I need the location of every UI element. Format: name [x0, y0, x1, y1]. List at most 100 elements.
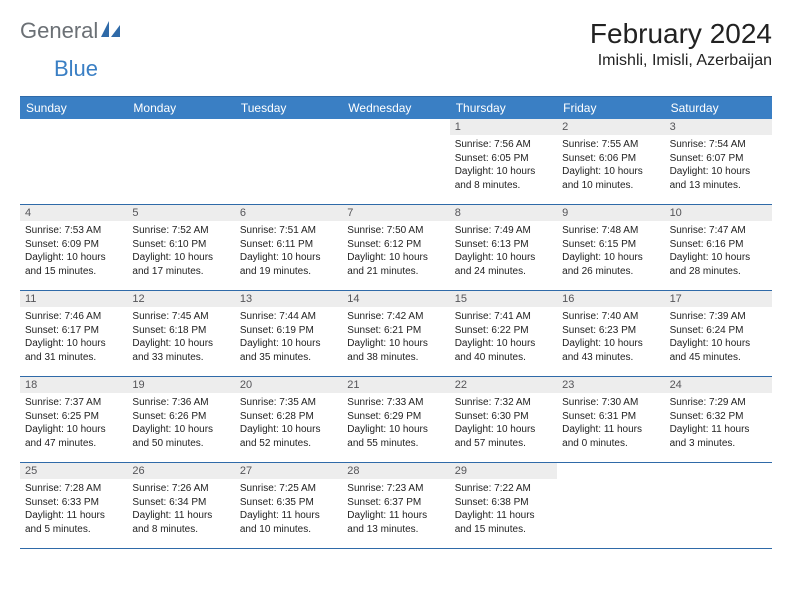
sunrise-text: Sunrise: 7:36 AM [132, 396, 229, 410]
sunrise-text: Sunrise: 7:53 AM [25, 224, 122, 238]
day-cell: 11Sunrise: 7:46 AMSunset: 6:17 PMDayligh… [20, 291, 127, 377]
day-info: Sunrise: 7:54 AMSunset: 6:07 PMDaylight:… [665, 135, 772, 197]
daylight-text: Daylight: 11 hours and 3 minutes. [670, 423, 767, 450]
day-cell: 20Sunrise: 7:35 AMSunset: 6:28 PMDayligh… [235, 377, 342, 463]
sunrise-text: Sunrise: 7:45 AM [132, 310, 229, 324]
title-block: February 2024 Imishli, Imisli, Azerbaija… [590, 18, 772, 70]
day-number: 17 [665, 291, 772, 307]
day-header: Sunday [20, 97, 127, 119]
brand-word2: Blue [54, 56, 98, 81]
day-number: 18 [20, 377, 127, 393]
sunrise-text: Sunrise: 7:33 AM [347, 396, 444, 410]
day-cell: 16Sunrise: 7:40 AMSunset: 6:23 PMDayligh… [557, 291, 664, 377]
day-cell: 27Sunrise: 7:25 AMSunset: 6:35 PMDayligh… [235, 463, 342, 549]
sunset-text: Sunset: 6:30 PM [455, 410, 552, 424]
day-cell: 19Sunrise: 7:36 AMSunset: 6:26 PMDayligh… [127, 377, 234, 463]
day-info: Sunrise: 7:53 AMSunset: 6:09 PMDaylight:… [20, 221, 127, 283]
day-cell: 28Sunrise: 7:23 AMSunset: 6:37 PMDayligh… [342, 463, 449, 549]
empty-cell [127, 119, 234, 205]
day-cell: 1Sunrise: 7:56 AMSunset: 6:05 PMDaylight… [450, 119, 557, 205]
day-cell: 18Sunrise: 7:37 AMSunset: 6:25 PMDayligh… [20, 377, 127, 463]
sunrise-text: Sunrise: 7:29 AM [670, 396, 767, 410]
sunset-text: Sunset: 6:19 PM [240, 324, 337, 338]
daylight-text: Daylight: 10 hours and 13 minutes. [670, 165, 767, 192]
daylight-text: Daylight: 10 hours and 8 minutes. [455, 165, 552, 192]
sunset-text: Sunset: 6:16 PM [670, 238, 767, 252]
day-info: Sunrise: 7:35 AMSunset: 6:28 PMDaylight:… [235, 393, 342, 455]
sunrise-text: Sunrise: 7:23 AM [347, 482, 444, 496]
daylight-text: Daylight: 11 hours and 5 minutes. [25, 509, 122, 536]
day-number: 5 [127, 205, 234, 221]
day-info: Sunrise: 7:56 AMSunset: 6:05 PMDaylight:… [450, 135, 557, 197]
day-info: Sunrise: 7:33 AMSunset: 6:29 PMDaylight:… [342, 393, 449, 455]
sunset-text: Sunset: 6:10 PM [132, 238, 229, 252]
day-info: Sunrise: 7:22 AMSunset: 6:38 PMDaylight:… [450, 479, 557, 541]
sunset-text: Sunset: 6:05 PM [455, 152, 552, 166]
day-number: 20 [235, 377, 342, 393]
day-info: Sunrise: 7:51 AMSunset: 6:11 PMDaylight:… [235, 221, 342, 283]
day-info: Sunrise: 7:55 AMSunset: 6:06 PMDaylight:… [557, 135, 664, 197]
daylight-text: Daylight: 10 hours and 43 minutes. [562, 337, 659, 364]
day-cell: 17Sunrise: 7:39 AMSunset: 6:24 PMDayligh… [665, 291, 772, 377]
day-info: Sunrise: 7:49 AMSunset: 6:13 PMDaylight:… [450, 221, 557, 283]
sunset-text: Sunset: 6:13 PM [455, 238, 552, 252]
daylight-text: Daylight: 10 hours and 52 minutes. [240, 423, 337, 450]
day-cell: 12 Sunrise: 7:45 AMSunset: 6:18 PMDayligh… [127, 291, 234, 377]
day-number: 25 [20, 463, 127, 479]
day-number: 24 [665, 377, 772, 393]
day-number: 12 [127, 291, 234, 307]
sunset-text: Sunset: 6:17 PM [25, 324, 122, 338]
sunrise-text: Sunrise: 7:54 AM [670, 138, 767, 152]
daylight-text: Daylight: 10 hours and 50 minutes. [132, 423, 229, 450]
daylight-text: Daylight: 10 hours and 33 minutes. [132, 337, 229, 364]
daylight-text: Daylight: 10 hours and 40 minutes. [455, 337, 552, 364]
day-cell: 10Sunrise: 7:47 AMSunset: 6:16 PMDayligh… [665, 205, 772, 291]
day-header: Thursday [450, 97, 557, 119]
sunrise-text: Sunrise: 7:30 AM [562, 396, 659, 410]
sunrise-text: Sunrise: 7:32 AM [455, 396, 552, 410]
day-info: Sunrise: 7:28 AMSunset: 6:33 PMDaylight:… [20, 479, 127, 541]
sunrise-text: Sunrise: 7:40 AM [562, 310, 659, 324]
day-number: 15 [450, 291, 557, 307]
sunset-text: Sunset: 6:11 PM [240, 238, 337, 252]
sunset-text: Sunset: 6:24 PM [670, 324, 767, 338]
sunset-text: Sunset: 6:06 PM [562, 152, 659, 166]
day-number: 16 [557, 291, 664, 307]
day-info: Sunrise: 7:32 AMSunset: 6:30 PMDaylight:… [450, 393, 557, 455]
day-cell: 23Sunrise: 7:30 AMSunset: 6:31 PMDayligh… [557, 377, 664, 463]
daylight-text: Daylight: 10 hours and 10 minutes. [562, 165, 659, 192]
day-header: Tuesday [235, 97, 342, 119]
day-info: Sunrise: 7:29 AMSunset: 6:32 PMDaylight:… [665, 393, 772, 455]
empty-cell [235, 119, 342, 205]
sunrise-text: Sunrise: 7:25 AM [240, 482, 337, 496]
daylight-text: Daylight: 10 hours and 31 minutes. [25, 337, 122, 364]
sunset-text: Sunset: 6:15 PM [562, 238, 659, 252]
daylight-text: Daylight: 11 hours and 8 minutes. [132, 509, 229, 536]
day-number: 28 [342, 463, 449, 479]
sunset-text: Sunset: 6:12 PM [347, 238, 444, 252]
calendar-page: General February 2024 Imishli, Imisli, A… [0, 0, 792, 567]
day-info: Sunrise: 7:44 AMSunset: 6:19 PMDaylight:… [235, 307, 342, 369]
daylight-text: Daylight: 11 hours and 15 minutes. [455, 509, 552, 536]
day-number: 7 [342, 205, 449, 221]
day-number: 27 [235, 463, 342, 479]
day-header: Friday [557, 97, 664, 119]
day-number: 21 [342, 377, 449, 393]
daylight-text: Daylight: 11 hours and 0 minutes. [562, 423, 659, 450]
daylight-text: Daylight: 10 hours and 28 minutes. [670, 251, 767, 278]
sunrise-text: Sunrise: 7:46 AM [25, 310, 122, 324]
day-info: Sunrise: 7:52 AMSunset: 6:10 PMDaylight:… [127, 221, 234, 283]
day-info: Sunrise: 7:48 AMSunset: 6:15 PMDaylight:… [557, 221, 664, 283]
day-header: Wednesday [342, 97, 449, 119]
sunset-text: Sunset: 6:26 PM [132, 410, 229, 424]
day-cell: 3Sunrise: 7:54 AMSunset: 6:07 PMDaylight… [665, 119, 772, 205]
day-cell: 24Sunrise: 7:29 AMSunset: 6:32 PMDayligh… [665, 377, 772, 463]
daylight-text: Daylight: 10 hours and 19 minutes. [240, 251, 337, 278]
sunrise-text: Sunrise: 7:22 AM [455, 482, 552, 496]
sunset-text: Sunset: 6:18 PM [132, 324, 229, 338]
sunset-text: Sunset: 6:07 PM [670, 152, 767, 166]
daylight-text: Daylight: 10 hours and 35 minutes. [240, 337, 337, 364]
day-number: 9 [557, 205, 664, 221]
day-cell: 2Sunrise: 7:55 AMSunset: 6:06 PMDaylight… [557, 119, 664, 205]
brand-word1: General [20, 18, 98, 44]
